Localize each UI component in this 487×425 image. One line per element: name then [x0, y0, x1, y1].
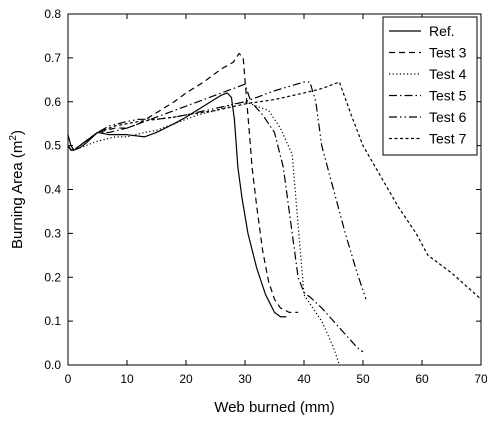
legend-label-ref: Ref.: [429, 23, 455, 39]
y-tick-label: 0.5: [44, 139, 61, 153]
legend-label-test-5: Test 5: [429, 88, 467, 104]
legend-label-test-7: Test 7: [429, 131, 467, 147]
series-line-test-3: [67, 52, 299, 313]
series-line-test-7: [67, 81, 482, 300]
legend: Ref. Test 3 Test 4 Test 5 Test 6 Test 7: [382, 16, 478, 156]
y-tick-label: 0.6: [44, 95, 61, 109]
x-tick-label: 10: [120, 372, 134, 386]
legend-box: [382, 16, 478, 156]
y-axis-label-main: Burning Area (m: [9, 141, 26, 249]
y-axis-label-superscript: 2: [8, 135, 19, 141]
legend-label-test-6: Test 6: [429, 109, 467, 125]
series-line-test-4: [67, 101, 340, 366]
x-tick-label: 50: [356, 372, 370, 386]
y-tick-label: 0.4: [44, 183, 61, 197]
series-layer: [67, 52, 482, 366]
legend-label-test-4: Test 4: [429, 66, 467, 82]
x-tick-label: 60: [415, 372, 429, 386]
y-tick-label: 0.7: [44, 51, 61, 65]
x-axis-label: Web burned (mm): [214, 399, 335, 416]
legend-label-test-3: Test 3: [429, 45, 467, 61]
y-axis-label-close: ): [9, 130, 26, 135]
series-line-test-6: [67, 81, 367, 300]
y-tick-label: 0.8: [44, 7, 61, 21]
y-tick-label: 0.0: [44, 358, 61, 372]
y-axis-label: Burning Area (m2): [8, 130, 26, 249]
series-line-ref: [67, 92, 287, 318]
axis-ticks: 0 10 20 30 40 50 60 70 0.0 0.1 0.2 0.3 0.4 0.5 0.6 0.7 0…: [44, 7, 487, 386]
y-tick-label: 0.2: [44, 270, 61, 284]
x-tick-label: 30: [238, 372, 252, 386]
x-tick-label: 0: [65, 372, 72, 386]
x-tick-label: 40: [297, 372, 311, 386]
x-tick-label: 70: [474, 372, 487, 386]
y-tick-label: 0.3: [44, 226, 61, 240]
y-tick-label: 0.1: [44, 314, 61, 328]
x-tick-label: 20: [179, 372, 193, 386]
series-line-test-5: [67, 83, 364, 353]
